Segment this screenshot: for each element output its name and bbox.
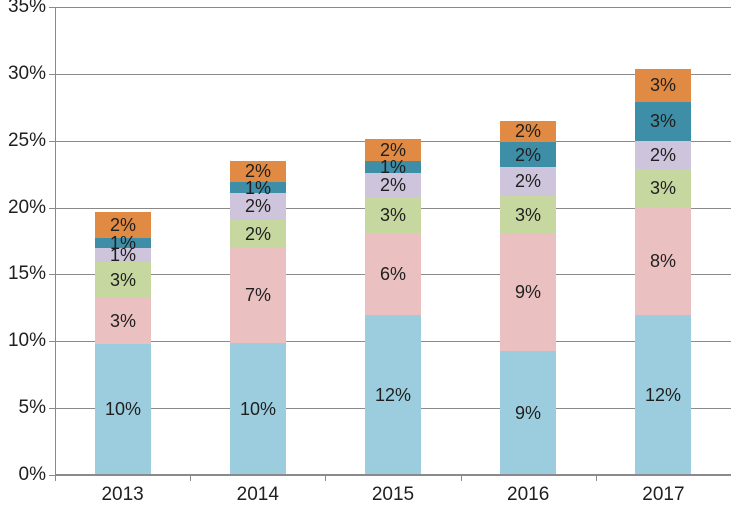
segment-label: 2% bbox=[514, 144, 541, 165]
x-axis-label: 2017 bbox=[642, 484, 685, 505]
bar-segment-light-blue bbox=[500, 350, 556, 475]
segment-label: 2% bbox=[514, 121, 541, 142]
segment-label: 1% bbox=[379, 156, 406, 177]
bar-segment-green bbox=[500, 195, 556, 235]
x-axis-tick bbox=[325, 475, 326, 481]
bar-segment-orange bbox=[635, 68, 691, 102]
y-axis-tick bbox=[49, 341, 55, 342]
segment-label: 9% bbox=[514, 282, 541, 303]
y-axis-tick-label: 15% bbox=[7, 263, 46, 284]
segment-label: 9% bbox=[514, 402, 541, 423]
segment-label: 12% bbox=[644, 384, 682, 405]
segment-label: 2% bbox=[379, 140, 406, 161]
bar-segment-lavender bbox=[635, 140, 691, 169]
bar-segment-pink bbox=[230, 247, 286, 343]
bar-segment-light-blue bbox=[365, 314, 421, 475]
y-axis-tick bbox=[49, 475, 55, 476]
bar-segment-pink bbox=[365, 232, 421, 315]
bar-segment-lavender bbox=[500, 167, 556, 196]
segment-label: 2% bbox=[109, 214, 136, 235]
x-axis-line bbox=[55, 474, 731, 476]
y-axis-tick-label: 10% bbox=[7, 330, 46, 351]
x-axis-tick bbox=[190, 475, 191, 481]
segment-label: 3% bbox=[514, 204, 541, 225]
y-axis-tick-label: 25% bbox=[7, 130, 46, 151]
segment-label: 10% bbox=[104, 399, 142, 420]
segment-label: 8% bbox=[649, 251, 676, 272]
bar-segment-lavender bbox=[95, 247, 151, 263]
segment-label: 3% bbox=[649, 111, 676, 132]
y-axis-tick bbox=[49, 74, 55, 75]
segment-label: 7% bbox=[244, 285, 271, 306]
segment-label: 2% bbox=[244, 223, 271, 244]
y-axis-line bbox=[55, 7, 56, 475]
bar-segment-pink bbox=[635, 207, 691, 315]
bar-segment-light-blue bbox=[230, 342, 286, 475]
bar-segment-teal bbox=[230, 182, 286, 193]
y-axis-tick bbox=[49, 208, 55, 209]
segment-label: 3% bbox=[649, 75, 676, 96]
bar-segment-teal bbox=[635, 101, 691, 141]
bar-segment-light-blue bbox=[95, 343, 151, 475]
y-axis-tick-label: 5% bbox=[18, 397, 46, 418]
bar-segment-pink bbox=[500, 234, 556, 351]
x-axis-label: 2013 bbox=[101, 484, 144, 505]
segment-label: 1% bbox=[244, 177, 271, 198]
x-axis-tick bbox=[55, 475, 56, 481]
bar-segment-pink bbox=[95, 298, 151, 344]
gridline bbox=[55, 7, 731, 8]
gridline bbox=[55, 74, 731, 75]
bar-segment-green bbox=[230, 219, 286, 248]
y-axis-tick bbox=[49, 274, 55, 275]
y-axis-tick bbox=[49, 408, 55, 409]
segment-label: 6% bbox=[379, 263, 406, 284]
y-axis-tick-label: 35% bbox=[7, 0, 46, 17]
segment-label: 3% bbox=[109, 270, 136, 291]
y-axis-tick-label: 20% bbox=[7, 197, 46, 218]
segment-label: 10% bbox=[239, 398, 277, 419]
y-axis-tick bbox=[49, 141, 55, 142]
segment-label: 3% bbox=[649, 178, 676, 199]
bar-segment-orange bbox=[95, 212, 151, 238]
bar-segment-teal bbox=[500, 142, 556, 168]
bar-segment-light-blue bbox=[635, 314, 691, 475]
bar-segment-teal bbox=[95, 237, 151, 248]
y-axis-tick-label: 0% bbox=[18, 464, 46, 485]
segment-label: 1% bbox=[109, 245, 136, 266]
bar-segment-orange bbox=[365, 139, 421, 161]
bar-segment-green bbox=[95, 262, 151, 299]
bar-segment-green bbox=[365, 196, 421, 233]
bar-segment-lavender bbox=[230, 192, 286, 220]
segment-label: 2% bbox=[379, 174, 406, 195]
segment-label: 1% bbox=[109, 232, 136, 253]
bar-segment-lavender bbox=[365, 172, 421, 197]
y-axis-tick bbox=[49, 7, 55, 8]
segment-label: 2% bbox=[514, 171, 541, 192]
bar-segment-orange bbox=[230, 160, 286, 183]
segment-label: 2% bbox=[244, 196, 271, 217]
x-axis-label: 2014 bbox=[236, 484, 279, 505]
x-axis-tick bbox=[596, 475, 597, 481]
segment-label: 2% bbox=[649, 144, 676, 165]
segment-label: 3% bbox=[109, 311, 136, 332]
bar-segment-green bbox=[635, 168, 691, 208]
bar-segment-orange bbox=[500, 120, 556, 143]
x-axis-label: 2016 bbox=[507, 484, 550, 505]
segment-label: 12% bbox=[374, 384, 412, 405]
segment-label: 3% bbox=[379, 204, 406, 225]
segment-label: 2% bbox=[244, 161, 271, 182]
bar-segment-teal bbox=[365, 160, 421, 173]
y-axis-tick-label: 30% bbox=[7, 63, 46, 84]
x-axis-tick bbox=[461, 475, 462, 481]
x-axis-label: 2015 bbox=[371, 484, 415, 505]
